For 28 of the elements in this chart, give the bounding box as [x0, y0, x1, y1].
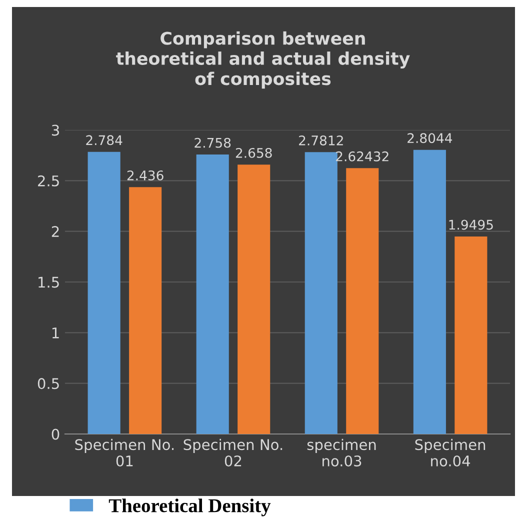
bar — [413, 150, 446, 434]
data-label: 2.658 — [236, 148, 272, 158]
data-label: 2.436 — [127, 170, 164, 180]
bar — [196, 154, 229, 434]
bar — [346, 168, 379, 434]
y-tick-label: 2.5 — [38, 175, 59, 186]
y-tick-label: 1.5 — [38, 276, 59, 288]
y-tick-label: 2 — [52, 226, 59, 237]
data-label: 2.8044 — [408, 133, 452, 144]
x-tick-label: Specimen No. 02 — [184, 438, 282, 466]
chart-title: Comparison between theoretical and actual density of composites — [116, 31, 410, 89]
x-tick-label: Specimen No. 01 — [75, 438, 174, 466]
x-tick-label: specimen no.03 — [307, 438, 376, 466]
bar — [88, 152, 120, 434]
bar — [238, 164, 270, 434]
y-tick-label: 1 — [52, 328, 59, 338]
legend-label: Theoretical Density — [108, 498, 271, 516]
data-label: 2.758 — [194, 138, 231, 148]
data-label: 1.9495 — [449, 220, 493, 230]
bar — [454, 236, 488, 434]
y-tick-label: 0.5 — [38, 378, 59, 390]
bar — [129, 187, 162, 434]
y-tick-label: 0 — [52, 428, 60, 440]
y-tick-label: 3 — [52, 124, 59, 136]
data-label: 2.7812 — [299, 135, 343, 146]
data-label: 2.784 — [86, 135, 122, 146]
bar — [304, 152, 338, 434]
x-tick-label: Specimen no.04 — [415, 438, 486, 466]
